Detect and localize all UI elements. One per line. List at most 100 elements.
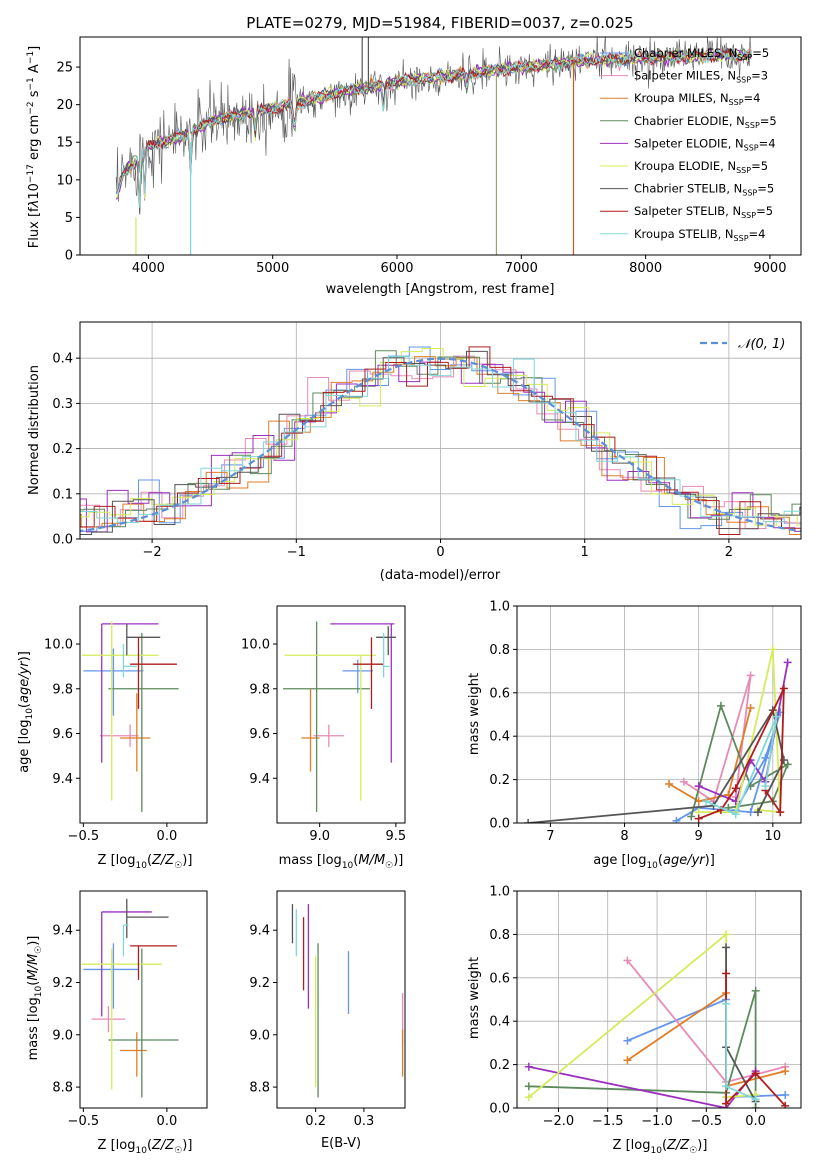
x-tick-label: 8000 [629, 261, 662, 276]
x-tick-label: 0.0 [157, 1114, 178, 1129]
legend-ssp-count: =4 [749, 227, 766, 241]
histogram-xlabel: (data-model)/error [380, 568, 501, 583]
legend-ssp-count: =4 [744, 91, 761, 105]
legend-series-name: Chabrier ELODIE, N [634, 114, 745, 128]
legend-ssp-subscript: SSP [737, 53, 752, 62]
weight-z-ylabel: mass weight [467, 957, 482, 1039]
legend-series-name: Salpeter MILES, N [634, 69, 736, 83]
legend-label: Salpeter STELIB, NSSP=5 [634, 204, 773, 220]
y-tick-label: 20 [56, 98, 73, 113]
legend-series-name: Kroupa MILES, N [634, 91, 729, 105]
legend-series-name: Salpeter STELIB, N [634, 204, 741, 218]
axes-frame [276, 890, 406, 1109]
plot-content [524, 645, 792, 823]
y-tick-label: 0.2 [52, 442, 73, 457]
weight-line [698, 688, 785, 820]
x-tick-label: 2 [725, 545, 733, 560]
x-tick-label: −0.5 [691, 1114, 723, 1129]
legend-ssp-count: =3 [751, 69, 768, 83]
mass-z-ylabel: mass [log10(M/M☉)] [26, 936, 44, 1061]
legend-ssp-subscript: SSP [729, 98, 744, 107]
axes-frame [79, 605, 208, 824]
x-tick-label: 8 [620, 829, 628, 844]
y-tick-label: 0.2 [489, 1058, 510, 1073]
legend-ssp-count: =5 [760, 114, 777, 128]
y-tick-label: 8.8 [52, 1081, 73, 1096]
model-spectrum-line [115, 49, 752, 208]
model-spectrum-line [116, 47, 752, 208]
legend-ssp-count: =5 [751, 159, 768, 173]
histogram-step-line [80, 356, 801, 523]
age-mass-xlabel: mass [log10(M/M☉)] [279, 853, 404, 871]
spectrum-ylabel: Flux [fλ10−17 erg cm−2 s−1 A−1] [26, 46, 42, 248]
model-spectrum-line [116, 47, 752, 215]
legend-ssp-count: =5 [752, 46, 769, 60]
y-tick-label: 5 [65, 211, 73, 226]
weight-line [668, 707, 752, 803]
x-tick-label: 0.3 [354, 1114, 375, 1129]
y-tick-label: 25 [56, 61, 73, 76]
legend-label: Kroupa STELIB, NSSP=4 [634, 227, 765, 243]
y-tick-label: 0.6 [489, 686, 510, 701]
y-tick-label: 9.6 [249, 727, 270, 742]
legend-label: Salpeter ELODIE, NSSP=4 [634, 136, 776, 152]
y-tick-label: 0.0 [489, 1102, 510, 1117]
age-vs-mass-panel: 9.0 9.5 9.4 9.6 9.8 10.0 [241, 605, 407, 844]
residual-histogram-panel: −2 −1 0 1 2 0.0 0.1 0.2 0.3 0.4 𝒩(0, 1) (data-mode… [27, 321, 802, 583]
y-tick-label: 0.4 [489, 1015, 510, 1030]
y-tick-label: 9.2 [249, 976, 270, 991]
x-tick-label: −2 [143, 545, 162, 560]
gaussian-reference-line [80, 357, 801, 533]
legend-ssp-subscript: SSP [742, 189, 757, 198]
x-tick-label: −1.5 [592, 1114, 624, 1129]
x-tick-label: −2.0 [543, 1114, 575, 1129]
weight-vs-metallicity-panel: −2.0 −1.5 −1.0 −0.5 0.0 0.0 0.2 0.4 0.6 0.8 1.0 [489, 885, 802, 1129]
x-tick-label: 0.2 [305, 1114, 326, 1129]
legend-ssp-count: =5 [756, 204, 773, 218]
y-tick-label: 10 [56, 173, 73, 188]
y-tick-label: 9.2 [52, 976, 73, 991]
spectrum-xlabel: wavelength [Angstrom, rest frame] [326, 282, 555, 297]
legend-ssp-subscript: SSP [734, 234, 749, 243]
legend-ssp-subscript: SSP [745, 121, 760, 130]
mass-ebv-xlabel: E(B-V) [321, 1136, 361, 1151]
y-tick-label: 8.8 [249, 1081, 270, 1096]
x-tick-label: 9.5 [386, 829, 407, 844]
y-tick-label: 0 [65, 249, 73, 264]
axes-frame [79, 36, 802, 256]
legend-series-name: Salpeter ELODIE, N [634, 136, 744, 150]
x-tick-label: −1 [287, 545, 306, 560]
axes-frame [516, 890, 802, 1109]
weight-age-xlabel: age [log10(age/yr)] [593, 853, 715, 871]
histogram-step-line [80, 358, 801, 533]
y-tick-label: 9.8 [249, 682, 270, 697]
legend-ssp-count: =4 [759, 136, 776, 150]
weight-line [705, 716, 778, 816]
x-tick-label: 7 [546, 829, 554, 844]
y-tick-label: 10.0 [44, 638, 73, 653]
y-tick-label: 0.8 [489, 928, 510, 943]
axes-frame [276, 605, 406, 824]
y-tick-label: 10.0 [241, 638, 270, 653]
legend-label: Chabrier ELODIE, NSSP=5 [634, 114, 777, 130]
y-tick-label: 1.0 [489, 885, 510, 900]
plot-content [283, 621, 396, 812]
x-tick-label: 10 [765, 829, 782, 844]
x-tick-label: 9 [695, 829, 703, 844]
plot-content [115, 37, 752, 255]
mass-vs-metallicity-panel: −0.5 0.0 8.8 9.0 9.2 9.4 [52, 890, 208, 1129]
histogram-ylabel: Normed distribution [27, 365, 42, 495]
x-tick-label: 7000 [505, 261, 538, 276]
legend-gaussian-label: 𝒩(0, 1) [738, 337, 785, 352]
legend-label: Chabrier MILES, NSSP=5 [634, 46, 769, 62]
legend-ssp-subscript: SSP [736, 166, 751, 175]
histogram-step-line [80, 348, 801, 526]
x-tick-label: 6000 [380, 261, 413, 276]
legend-series-name: Chabrier STELIB, N [634, 182, 742, 196]
legend-series-name: Chabrier MILES, N [634, 46, 737, 60]
legend-ssp-subscript: SSP [736, 76, 751, 85]
y-tick-label: 9.0 [249, 1028, 270, 1043]
x-tick-label: 4000 [132, 261, 165, 276]
